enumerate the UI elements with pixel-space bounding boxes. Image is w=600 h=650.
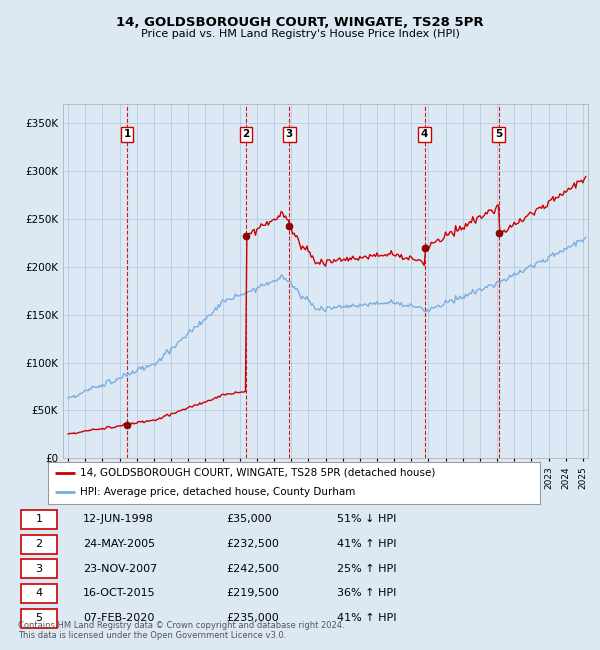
FancyBboxPatch shape — [21, 510, 58, 529]
Text: 41% ↑ HPI: 41% ↑ HPI — [337, 613, 396, 623]
Text: 51% ↓ HPI: 51% ↓ HPI — [337, 514, 396, 525]
FancyBboxPatch shape — [21, 584, 58, 603]
Text: £219,500: £219,500 — [227, 588, 280, 599]
Text: £242,500: £242,500 — [227, 564, 280, 574]
Text: HPI: Average price, detached house, County Durham: HPI: Average price, detached house, Coun… — [80, 488, 355, 497]
Text: 25% ↑ HPI: 25% ↑ HPI — [337, 564, 396, 574]
Text: Price paid vs. HM Land Registry's House Price Index (HPI): Price paid vs. HM Land Registry's House … — [140, 29, 460, 39]
Text: 4: 4 — [421, 129, 428, 139]
Text: 36% ↑ HPI: 36% ↑ HPI — [337, 588, 396, 599]
Text: 41% ↑ HPI: 41% ↑ HPI — [337, 539, 396, 549]
Text: 23-NOV-2007: 23-NOV-2007 — [83, 564, 157, 574]
Text: 2: 2 — [35, 539, 43, 549]
Text: 14, GOLDSBOROUGH COURT, WINGATE, TS28 5PR: 14, GOLDSBOROUGH COURT, WINGATE, TS28 5P… — [116, 16, 484, 29]
FancyBboxPatch shape — [21, 608, 58, 628]
Text: 3: 3 — [286, 129, 293, 139]
Text: 5: 5 — [35, 613, 43, 623]
Text: 24-MAY-2005: 24-MAY-2005 — [83, 539, 155, 549]
Text: Contains HM Land Registry data © Crown copyright and database right 2024.
This d: Contains HM Land Registry data © Crown c… — [18, 621, 344, 640]
Text: 5: 5 — [495, 129, 502, 139]
Text: 4: 4 — [35, 588, 43, 599]
Text: £35,000: £35,000 — [227, 514, 272, 525]
FancyBboxPatch shape — [21, 559, 58, 578]
Text: 12-JUN-1998: 12-JUN-1998 — [83, 514, 154, 525]
FancyBboxPatch shape — [21, 534, 58, 554]
Text: 07-FEB-2020: 07-FEB-2020 — [83, 613, 154, 623]
Text: 16-OCT-2015: 16-OCT-2015 — [83, 588, 155, 599]
Text: 1: 1 — [124, 129, 131, 139]
Text: 3: 3 — [35, 564, 43, 574]
Text: 1: 1 — [35, 514, 43, 525]
Text: £232,500: £232,500 — [227, 539, 280, 549]
Text: 2: 2 — [242, 129, 250, 139]
Text: £235,000: £235,000 — [227, 613, 280, 623]
Text: 14, GOLDSBOROUGH COURT, WINGATE, TS28 5PR (detached house): 14, GOLDSBOROUGH COURT, WINGATE, TS28 5P… — [80, 468, 436, 478]
